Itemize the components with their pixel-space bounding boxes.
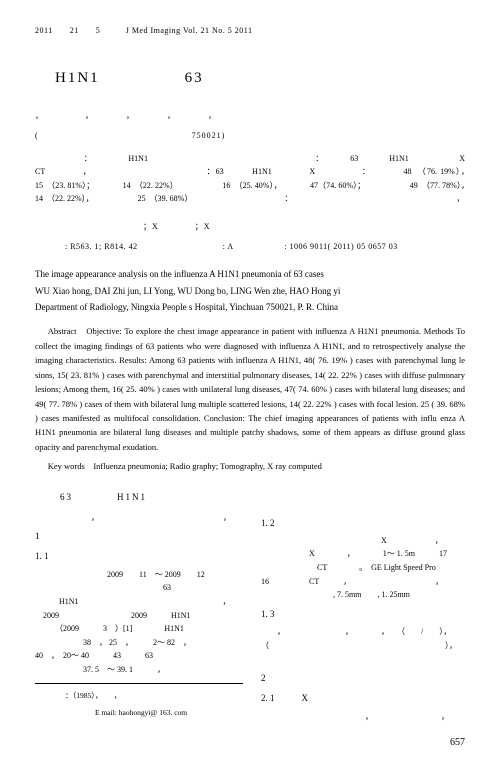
section-1-1: 1. 1 bbox=[35, 549, 243, 564]
body-text: CT 。 GE Light Speed Pro bbox=[261, 561, 469, 575]
footnote-author: ：（1985）， ， bbox=[35, 690, 243, 701]
body-text: ， ， ， （ / ）， bbox=[261, 625, 469, 639]
body-text: X ， bbox=[261, 534, 469, 548]
footnote-separator bbox=[35, 683, 243, 684]
page-number: 657 bbox=[35, 735, 465, 750]
classification-ids: : R563. 1; R814. 42 : A : 1006 9011( 201… bbox=[65, 241, 465, 253]
body-text: 16 CT ， ， bbox=[261, 575, 469, 589]
keywords-en: Key words Influenza pneumonia; Radio gra… bbox=[35, 460, 465, 473]
body-text: H1N1 ， bbox=[35, 595, 243, 609]
left-column: ， ， 1 1. 1 2009 11 ～ 2009 12 63 H1N1 ， 2… bbox=[35, 511, 243, 724]
right-column: 1. 2 X ， X ， 1～ 1. 5m 17 CT 。 GE Light S… bbox=[261, 511, 469, 724]
abstract-en: Abstract Objective: To explore the chest… bbox=[35, 324, 465, 454]
footnote-email: E mail: haohongyi@ 163. com bbox=[35, 707, 243, 718]
article-title-cn: H1N1 63 bbox=[55, 67, 465, 90]
body-text: ， ， bbox=[261, 710, 469, 724]
affiliation-en: Department of Radiology, Ningxia People … bbox=[35, 301, 465, 315]
section-2: 2 bbox=[261, 671, 469, 686]
authors-cn: ， ， ， ， ， bbox=[35, 110, 465, 122]
body-text: 38 ， 25 ， 2～ 82 ， bbox=[35, 636, 243, 650]
body-text: X ， 1～ 1. 5m 17 bbox=[261, 547, 469, 561]
body-text: （2009 3 ）[1] H1N1 bbox=[35, 622, 243, 636]
body-text: 40 ， 20～ 40 43 63 bbox=[35, 649, 243, 663]
journal-header: 2011 21 5 J Med Imaging Vol. 21 No. 5 20… bbox=[35, 25, 465, 37]
section-2-1: 2. 1 X bbox=[261, 691, 469, 706]
article-title-en: The image appearance analysis on the inf… bbox=[35, 268, 465, 282]
section-1: 1 bbox=[35, 529, 243, 544]
affiliation-cn: ( 750021) bbox=[35, 130, 465, 142]
body-text: 2009 2009 H1N1 bbox=[35, 609, 243, 623]
abstract-cn: ： H1N1 ： 63 H1N1 X CT ， ：63 H1N1 X ： 48 … bbox=[35, 152, 465, 206]
keywords-cn: ；X ；X bbox=[35, 221, 465, 233]
body-text: , 7. 5mm , 1. 25mm bbox=[261, 588, 469, 602]
body-columns: ， ， 1 1. 1 2009 11 ～ 2009 12 63 H1N1 ， 2… bbox=[35, 511, 465, 724]
section-1-3: 1. 3 bbox=[261, 607, 469, 622]
authors-en: WU Xiao hong, DAI Zhi jun, LI Yong, WU D… bbox=[35, 285, 465, 299]
body-text: 63 bbox=[35, 581, 243, 595]
body-text: 37. 5 ～ 39. 1 ， bbox=[35, 663, 243, 677]
body-heading: 63 H1N1 bbox=[60, 491, 465, 505]
section-1-2: 1. 2 bbox=[261, 516, 469, 531]
body-text: （ ）， bbox=[261, 639, 469, 653]
body-text: 2009 11 ～ 2009 12 bbox=[35, 568, 243, 582]
body-text bbox=[261, 652, 469, 666]
body-text: ， ， bbox=[35, 511, 243, 525]
